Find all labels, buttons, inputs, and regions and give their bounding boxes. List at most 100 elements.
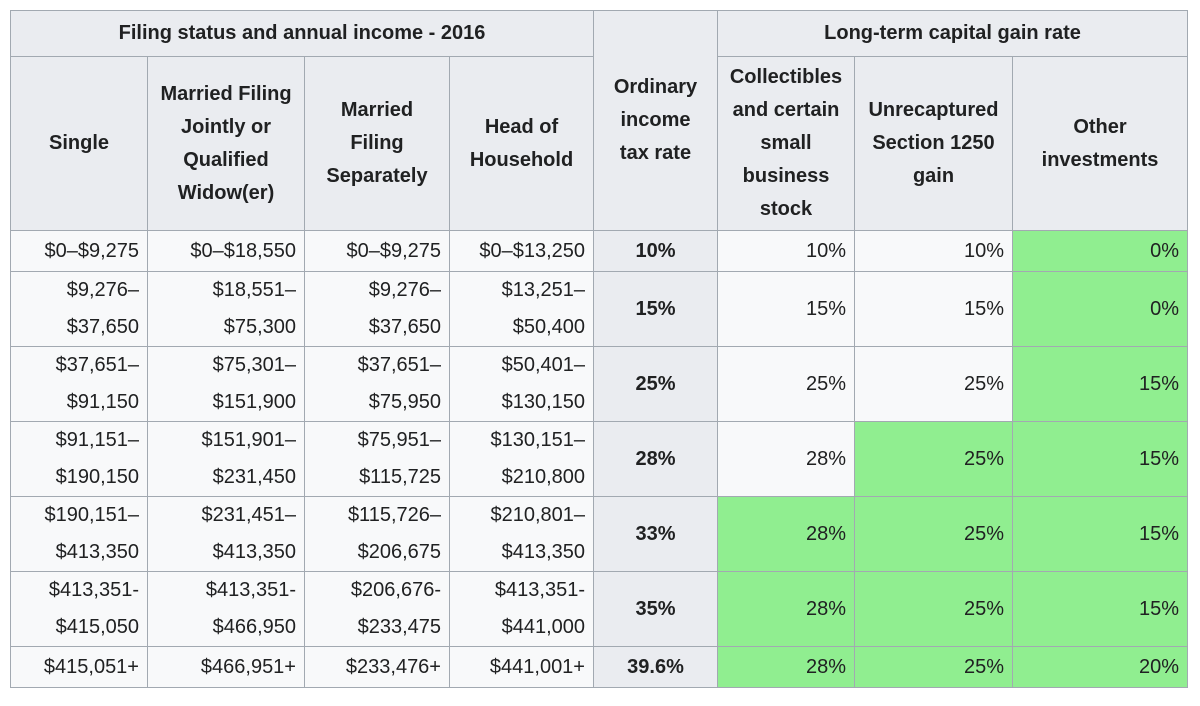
section-1250-rate-cell: 25%: [854, 571, 1013, 647]
section-1250-rate-cell: 25%: [854, 346, 1013, 422]
cell-line: $130,150: [501, 391, 585, 413]
header-line: Household: [469, 148, 574, 171]
collectibles-rate-cell: 25%: [717, 346, 855, 422]
head-of-household-header: Head of Household: [449, 56, 594, 231]
other-investments-rate-cell: 0%: [1012, 230, 1188, 272]
other-investments-rate-cell: 15%: [1012, 571, 1188, 647]
cell-line: $441,001+: [489, 655, 585, 678]
single-income-cell: $91,151– $190,150: [10, 421, 148, 497]
header-line: small: [760, 132, 812, 154]
section-1250-rate-cell: 15%: [854, 271, 1013, 347]
married-joint-header: Married Filing Jointly or Qualified Wido…: [147, 56, 305, 231]
ordinary-rate-header: Ordinary income tax rate: [593, 10, 718, 231]
header-line: stock: [759, 198, 813, 220]
cell-line: $190,151–: [44, 504, 139, 526]
head-income-cell: $13,251– $50,400: [449, 271, 594, 347]
section-1250-header: Unrecaptured Section 1250 gain: [854, 56, 1013, 231]
cell-line: $210,801–: [490, 504, 585, 526]
joint-income-cell: $0–$18,550: [147, 230, 305, 272]
cell-line: $75,951–: [357, 429, 441, 451]
cell-line: $415,051+: [43, 655, 139, 678]
cell-line: $466,950: [212, 616, 296, 638]
cell-line: $231,451–: [201, 504, 296, 526]
cell-line: $466,951+: [200, 655, 296, 678]
collectibles-rate-cell: 28%: [717, 646, 855, 688]
single-income-cell: $413,351- $415,050: [10, 571, 148, 647]
collectibles-rate-cell: 28%: [717, 496, 855, 572]
collectibles-rate-cell: 10%: [717, 230, 855, 272]
cell-line: $91,151–: [55, 429, 139, 451]
separate-income-cell: $75,951– $115,725: [304, 421, 450, 497]
other-investments-rate-cell: 15%: [1012, 346, 1188, 422]
head-income-cell: $130,151– $210,800: [449, 421, 594, 497]
ordinary-rate-cell: 39.6%: [593, 646, 718, 688]
cell-line: $413,350: [501, 541, 585, 563]
head-income-cell: $0–$13,250: [449, 230, 594, 272]
header-line: Widow(er): [177, 181, 275, 204]
section-1250-rate-cell: 25%: [854, 421, 1013, 497]
single-income-cell: $9,276– $37,650: [10, 271, 148, 347]
header-line: business: [742, 165, 830, 187]
header-line: Filing: [350, 132, 404, 154]
cell-line: $413,351-: [205, 579, 296, 601]
other-investments-header: Other investments: [1012, 56, 1188, 231]
header-line: Married: [340, 99, 414, 121]
cell-line: $413,351-: [48, 579, 139, 601]
cell-line: $233,475: [357, 616, 441, 638]
ordinary-rate-cell: 10%: [593, 230, 718, 272]
separate-income-cell: $37,651– $75,950: [304, 346, 450, 422]
cell-line: $130,151–: [490, 429, 585, 451]
ordinary-rate-cell: 35%: [593, 571, 718, 647]
cell-line: $0–$9,275: [346, 239, 441, 262]
other-investments-rate-cell: 0%: [1012, 271, 1188, 347]
other-investments-rate-cell: 15%: [1012, 496, 1188, 572]
table-row: $9,276– $37,650 $18,551– $75,300 $9,276– $3…: [10, 271, 1188, 347]
head-income-cell: $50,401– $130,150: [449, 346, 594, 422]
cell-line: $37,650: [66, 316, 139, 338]
cell-line: $50,400: [512, 316, 585, 338]
cell-line: $206,676-: [350, 579, 441, 601]
cell-line: $413,351-: [494, 579, 585, 601]
joint-income-cell: $151,901– $231,450: [147, 421, 305, 497]
cell-line: $13,251–: [501, 279, 585, 301]
cell-line: $441,000: [501, 616, 585, 638]
cell-line: $50,401–: [501, 354, 585, 376]
single-income-cell: $0–$9,275: [10, 230, 148, 272]
header-line: gain: [912, 165, 955, 187]
header-row-columns: Single Married Filing Jointly or Qualifi…: [10, 56, 1188, 231]
single-income-cell: $415,051+: [10, 646, 148, 688]
header-row-group: Filing status and annual income - 2016 O…: [10, 10, 1188, 231]
cell-line: $206,675: [357, 541, 441, 563]
cell-line: $0–$18,550: [190, 239, 296, 262]
table-row: $413,351- $415,050 $413,351- $466,950 $206…: [10, 571, 1188, 647]
cell-line: $75,300: [223, 316, 296, 338]
header-line: and certain: [732, 99, 840, 121]
cell-line: $9,276–: [368, 279, 441, 301]
header-line: Section 1250: [872, 132, 995, 154]
cell-line: $415,050: [55, 616, 139, 638]
tax-rate-table: Filing status and annual income - 2016 O…: [10, 10, 1188, 688]
single-income-cell: $37,651– $91,150: [10, 346, 148, 422]
table-row: $415,051+ $466,951+ $233,476+ $441,001+ …: [10, 646, 1188, 688]
cell-line: $37,650: [368, 316, 441, 338]
cell-line: $210,800: [501, 466, 585, 488]
cell-line: $0–$13,250: [479, 239, 585, 262]
section-1250-rate-cell: 10%: [854, 230, 1013, 272]
table-row: $0–$9,275 $0–$18,550 $0–$9,275 $0–$13,25…: [10, 230, 1188, 272]
section-1250-rate-cell: 25%: [854, 646, 1013, 688]
cell-line: $115,725: [359, 466, 441, 488]
header-line: Ordinary: [613, 76, 698, 98]
cell-line: $233,476+: [345, 655, 441, 678]
header-line: Collectibles: [729, 66, 843, 88]
header-line: tax rate: [619, 142, 692, 164]
other-investments-rate-cell: 15%: [1012, 421, 1188, 497]
cell-line: $75,301–: [212, 354, 296, 376]
table-row: $91,151– $190,150 $151,901– $231,450 $75,9…: [10, 421, 1188, 497]
capital-gain-header: Long-term capital gain rate: [717, 10, 1188, 57]
collectibles-rate-cell: 28%: [717, 571, 855, 647]
collectibles-rate-cell: 15%: [717, 271, 855, 347]
cell-line: $18,551–: [212, 279, 296, 301]
cell-line: $151,900: [212, 391, 296, 413]
header-line: Qualified: [183, 148, 269, 171]
married-separate-header: Married Filing Separately: [304, 56, 450, 231]
